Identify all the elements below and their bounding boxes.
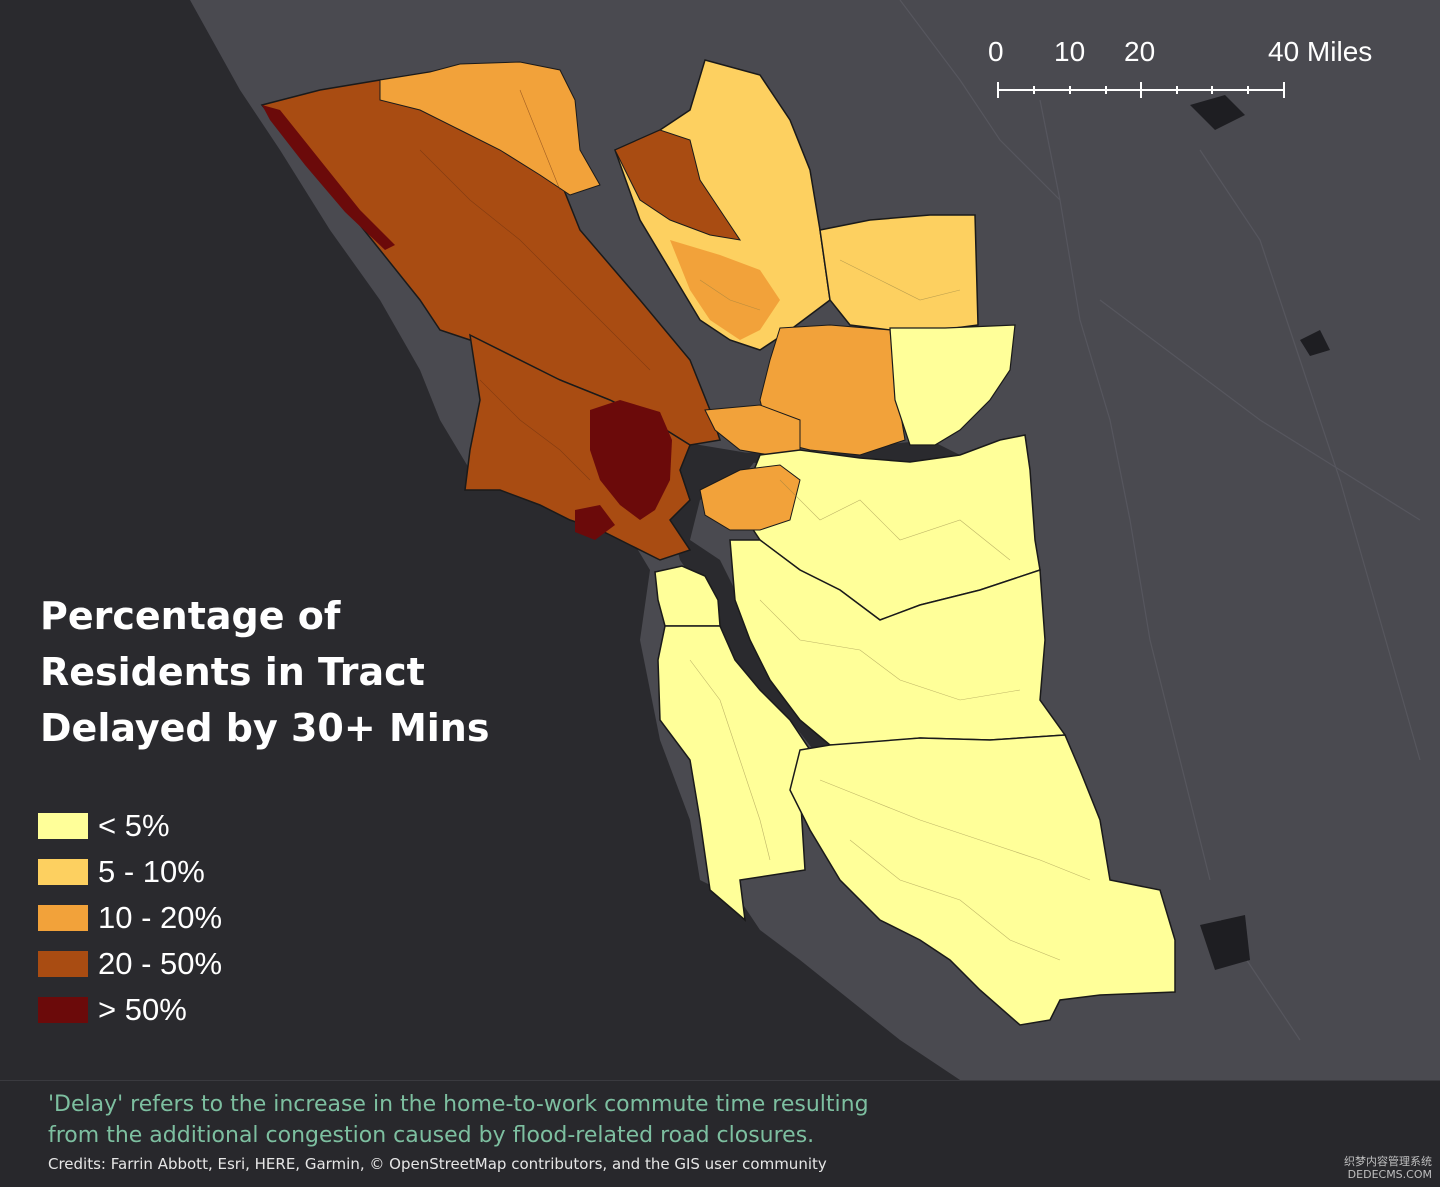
title-line: Delayed by 30+ Mins	[40, 706, 490, 750]
legend-label: 5 - 10%	[98, 854, 205, 889]
scale-label: 10	[1054, 36, 1086, 67]
watermark: 织梦内容管理系统 DEDECMS.COM	[1344, 1155, 1432, 1181]
legend-item: 5 - 10%	[38, 849, 222, 895]
title-line: Residents in Tract	[40, 650, 425, 694]
legend-swatch	[38, 951, 88, 977]
region-solano	[819, 214, 979, 331]
region-santa-clara	[789, 734, 1176, 1026]
delay-note: 'Delay' refers to the increase in the ho…	[48, 1089, 869, 1151]
legend-swatch	[38, 997, 88, 1023]
region-rio-vista	[889, 324, 1016, 446]
legend-label: < 5%	[98, 808, 170, 843]
legend-label: > 50%	[98, 992, 187, 1027]
watermark-line: 织梦内容管理系统	[1344, 1155, 1432, 1168]
bay-area-choropleth-map: 0 10 20 40 Miles	[190, 0, 1440, 1080]
region-napa-west	[614, 129, 742, 241]
legend-item: 10 - 20%	[38, 895, 222, 941]
footer: 'Delay' refers to the increase in the ho…	[0, 1080, 1440, 1187]
legend-swatch	[38, 859, 88, 885]
credits: Credits: Farrin Abbott, Esri, HERE, Garm…	[48, 1155, 827, 1173]
legend-label: 20 - 50%	[98, 946, 223, 981]
region-alameda	[729, 539, 1067, 746]
legend-swatch	[38, 813, 88, 839]
map-title: Percentage of Residents in Tract Delayed…	[40, 588, 489, 756]
region-richmond	[699, 464, 801, 531]
legend-item: > 50%	[38, 987, 222, 1033]
scale-bar	[997, 82, 1285, 98]
region-san-francisco	[654, 565, 721, 627]
region-san-mateo	[657, 625, 811, 922]
region-coast-high	[262, 105, 395, 250]
legend: < 5% 5 - 10% 10 - 20% 20 - 50% > 50%	[38, 803, 222, 1033]
title-line: Percentage of	[40, 594, 341, 638]
legend-label: 10 - 20%	[98, 900, 223, 935]
region-napa-south	[670, 240, 780, 340]
legend-item: < 5%	[38, 803, 222, 849]
region-sonoma-north	[379, 61, 601, 196]
scale-label: 40 Miles	[1268, 36, 1373, 67]
note-line: from the additional congestion caused by…	[48, 1123, 815, 1148]
legend-item: 20 - 50%	[38, 941, 222, 987]
bay-water	[665, 440, 840, 760]
watermark-line: DEDECMS.COM	[1347, 1168, 1432, 1181]
note-line: 'Delay' refers to the increase in the ho…	[48, 1092, 869, 1117]
scale-label: 20	[1124, 36, 1156, 67]
scale-label: 0	[988, 36, 1004, 67]
legend-swatch	[38, 905, 88, 931]
region-petaluma-high	[590, 400, 672, 520]
